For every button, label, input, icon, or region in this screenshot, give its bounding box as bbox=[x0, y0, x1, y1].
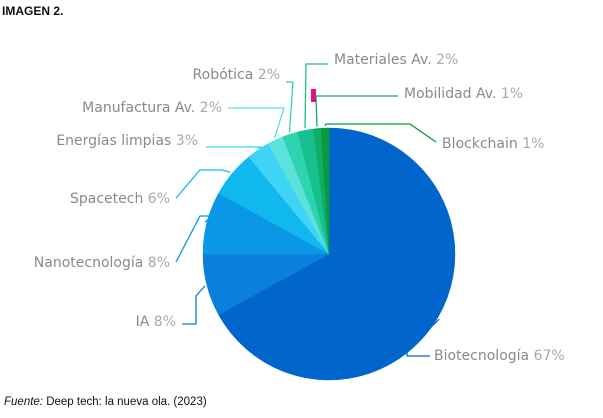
slice-label: Blockchain 1% bbox=[442, 136, 544, 152]
source-caption: Fuente: Deep tech: la nueva ola. (2023) bbox=[4, 396, 207, 408]
slice-label: Spacetech 6% bbox=[70, 191, 170, 207]
slice-label: Energías limpias 3% bbox=[56, 133, 198, 149]
pie-slice-blockchain bbox=[320, 127, 330, 255]
slice-label-value: 3% bbox=[176, 133, 198, 149]
leader-line bbox=[228, 107, 285, 139]
source-text: Deep tech: la nueva ola. (2023) bbox=[46, 396, 207, 408]
slice-label-value: 6% bbox=[148, 191, 170, 207]
slice-label-name: Materiales Av. bbox=[334, 52, 436, 68]
annotation-marker bbox=[311, 89, 316, 102]
leader-line bbox=[286, 81, 294, 133]
slice-label: Nanotecnología 8% bbox=[34, 255, 170, 271]
slice-label-name: Biotecnología bbox=[434, 348, 534, 364]
slice-label: Manufactura Av. 2% bbox=[82, 100, 222, 116]
slice-label-value: 2% bbox=[258, 67, 280, 83]
slice-label-value: 8% bbox=[154, 314, 176, 330]
source-label: Fuente: bbox=[4, 396, 43, 408]
leader-line bbox=[406, 318, 440, 357]
leader-line bbox=[304, 63, 328, 129]
slice-label-value: 1% bbox=[522, 136, 544, 152]
pie-slice-biotecnolog-a bbox=[218, 127, 456, 381]
slice-label: IA 8% bbox=[136, 314, 176, 330]
leader-line bbox=[324, 123, 437, 143]
slice-label-name: Manufactura Av. bbox=[82, 100, 200, 116]
slice-label-name: Energías limpias bbox=[56, 133, 175, 149]
leader-line bbox=[315, 95, 398, 127]
slice-label-name: Nanotecnología bbox=[34, 255, 148, 271]
slice-label-name: Robótica bbox=[193, 67, 258, 83]
slice-label-name: Blockchain bbox=[442, 136, 522, 152]
leader-line bbox=[182, 285, 206, 325]
leader-line bbox=[175, 169, 231, 199]
slice-label: Mobilidad Av. 1% bbox=[404, 86, 523, 102]
slice-label-name: Mobilidad Av. bbox=[404, 86, 501, 102]
leader-lines bbox=[175, 63, 440, 357]
pie-slices bbox=[202, 127, 456, 381]
slice-label-value: 8% bbox=[148, 255, 170, 271]
slice-label-value: 2% bbox=[436, 52, 458, 68]
slice-labels: Biotecnología 67%IA 8%Nanotecnología 8%S… bbox=[34, 52, 565, 364]
slice-label-name: Spacetech bbox=[70, 191, 148, 207]
slice-label-name: IA bbox=[136, 314, 154, 330]
slice-label-value: 2% bbox=[200, 100, 222, 116]
figure-title: IMAGEN 2. bbox=[2, 4, 64, 18]
slice-label-value: 1% bbox=[501, 86, 523, 102]
slice-label: Robótica 2% bbox=[193, 67, 280, 83]
slice-label: Materiales Av. 2% bbox=[334, 52, 458, 68]
leader-line bbox=[175, 215, 214, 263]
slice-label: Biotecnología 67% bbox=[434, 348, 565, 364]
slice-label-value: 67% bbox=[534, 348, 565, 364]
leader-line bbox=[206, 146, 263, 149]
